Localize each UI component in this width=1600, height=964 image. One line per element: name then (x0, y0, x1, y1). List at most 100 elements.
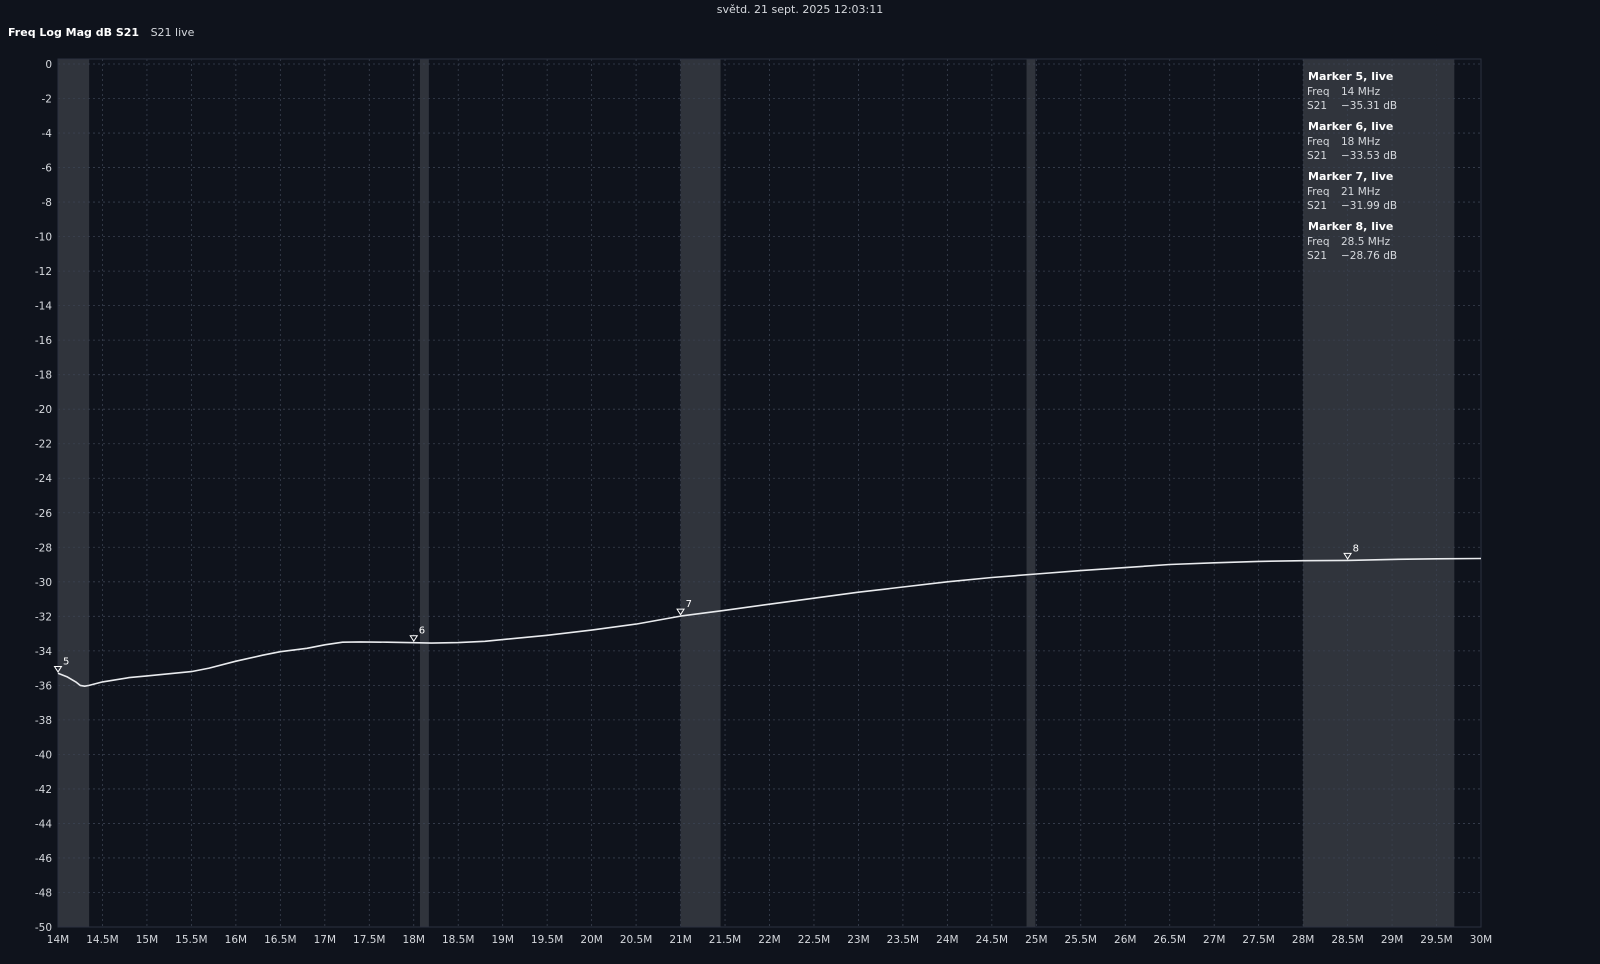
x-tick-label: 14M (47, 934, 69, 946)
highlight-band (1026, 59, 1036, 927)
marker-7-icon[interactable] (676, 608, 685, 616)
readout-title: Marker 7, live (1308, 170, 1393, 183)
x-tick-label: 26M (1114, 934, 1136, 946)
readout-title: Marker 6, live (1308, 120, 1393, 133)
x-tick-label: 18.5M (442, 934, 474, 946)
readout-param-label: S21 (1307, 200, 1327, 212)
readout-freq-value: 21 MHz (1341, 186, 1381, 198)
y-tick-label: -50 (35, 922, 52, 934)
trace-title[interactable]: Freq Log Mag dB S21 (8, 26, 140, 39)
readout-param-label: S21 (1307, 100, 1327, 112)
x-tick-label: 30M (1470, 934, 1492, 946)
x-tick-label: 16.5M (264, 934, 296, 946)
y-tick-label: -36 (35, 680, 52, 692)
timestamp: světd. 21 sept. 2025 12:03:11 (716, 3, 884, 16)
readout-freq-label: Freq (1307, 86, 1330, 98)
y-tick-label: -26 (35, 508, 52, 520)
readout-freq-value: 14 MHz (1341, 86, 1381, 98)
readout-freq-value: 18 MHz (1341, 136, 1381, 148)
highlight-band (1303, 59, 1455, 927)
y-tick-label: -44 (35, 818, 52, 830)
x-tick-label: 21.5M (709, 934, 741, 946)
x-tick-label: 15.5M (175, 934, 207, 946)
y-tick-label: -6 (42, 163, 53, 175)
highlight-band (419, 59, 429, 927)
readout-param-value: −31.99 dB (1341, 200, 1397, 212)
readout-freq-value: 28.5 MHz (1341, 236, 1391, 248)
y-tick-label: -38 (35, 715, 52, 727)
x-tick-label: 26.5M (1153, 934, 1185, 946)
x-tick-label: 25M (1025, 934, 1047, 946)
y-tick-label: -34 (35, 646, 52, 658)
readout-param-value: −33.53 dB (1341, 150, 1397, 162)
y-tick-label: -10 (35, 232, 52, 244)
x-tick-label: 17.5M (353, 934, 385, 946)
x-tick-label: 29.5M (1420, 934, 1452, 946)
plot-frame (57, 58, 1482, 928)
marker-8-icon[interactable] (1343, 552, 1353, 560)
x-tick-label: 25.5M (1065, 934, 1097, 946)
readout-freq-label: Freq (1307, 136, 1330, 148)
y-tick-label: -28 (35, 542, 52, 554)
y-tick-label: -18 (35, 370, 52, 382)
y-tick-label: -8 (42, 197, 52, 209)
y-tick-label: -4 (42, 128, 53, 140)
y-tick-label: -20 (35, 404, 52, 416)
y-tick-label: 0 (45, 59, 52, 71)
x-tick-label: 19.5M (531, 934, 563, 946)
y-tick-label: -22 (35, 439, 52, 451)
y-tick-label: -32 (35, 611, 52, 623)
readout-param-value: −35.31 dB (1341, 100, 1397, 112)
x-tick-label: 16M (225, 934, 247, 946)
readout-freq-label: Freq (1307, 186, 1330, 198)
y-tick-label: -40 (35, 749, 52, 761)
y-tick-label: -24 (35, 473, 52, 485)
readout-freq-label: Freq (1307, 236, 1330, 248)
marker-6-icon[interactable] (409, 635, 419, 643)
trace-status: S21 live (150, 26, 195, 39)
marker-6-label: 6 (419, 626, 425, 637)
readout-param-label: S21 (1307, 250, 1327, 262)
x-tick-label: 21M (669, 934, 691, 946)
x-tick-label: 15M (136, 934, 158, 946)
y-tick-label: -16 (35, 335, 52, 347)
x-tick-label: 24M (936, 934, 958, 946)
x-tick-label: 23M (847, 934, 869, 946)
x-tick-label: 18M (403, 934, 425, 946)
x-tick-label: 24.5M (976, 934, 1008, 946)
y-tick-label: -48 (35, 887, 52, 899)
x-tick-label: 17M (314, 934, 336, 946)
y-tick-label: -2 (42, 94, 52, 106)
y-tick-label: -12 (35, 266, 52, 278)
x-tick-label: 19M (491, 934, 513, 946)
marker-5-icon[interactable] (53, 665, 63, 673)
x-tick-label: 23.5M (887, 934, 919, 946)
highlight-band (680, 59, 721, 927)
marker-8-label: 8 (1353, 543, 1359, 554)
trace-header[interactable]: Freq Log Mag dB S21 S21 live (8, 26, 194, 39)
x-tick-label: 28.5M (1331, 934, 1363, 946)
x-tick-label: 22M (758, 934, 780, 946)
x-tick-label: 22.5M (798, 934, 830, 946)
x-tick-label: 29M (1381, 934, 1403, 946)
readout-param-value: −28.76 dB (1341, 250, 1397, 262)
y-tick-label: -14 (35, 301, 52, 313)
y-tick-label: -30 (35, 577, 52, 589)
x-tick-label: 14.5M (86, 934, 118, 946)
s21-trace[interactable] (57, 557, 1482, 688)
x-tick-label: 27.5M (1242, 934, 1274, 946)
y-tick-label: -42 (35, 784, 52, 796)
y-tick-label: -46 (35, 853, 52, 865)
x-tick-label: 20.5M (620, 934, 652, 946)
readout-title: Marker 8, live (1308, 220, 1393, 233)
readout-param-label: S21 (1307, 150, 1327, 162)
highlight-band (58, 59, 90, 927)
x-tick-label: 28M (1292, 934, 1314, 946)
readout-title: Marker 5, live (1308, 70, 1393, 83)
x-tick-label: 27M (1203, 934, 1225, 946)
plot-area (58, 59, 1481, 927)
marker-7-label: 7 (686, 599, 692, 610)
marker-5-label: 5 (63, 656, 69, 667)
